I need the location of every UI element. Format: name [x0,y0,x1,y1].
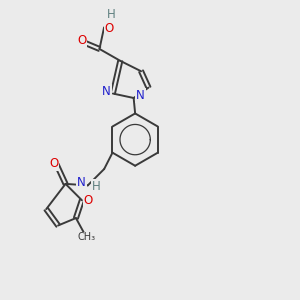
Text: N: N [77,176,86,190]
Text: O: O [77,34,86,46]
Text: H: H [92,180,100,194]
Text: CH₃: CH₃ [77,232,95,242]
Text: O: O [49,157,58,169]
Text: O: O [84,194,93,207]
Text: N: N [102,85,111,98]
Text: O: O [105,22,114,34]
Text: H: H [107,8,116,21]
Text: N: N [136,89,145,102]
